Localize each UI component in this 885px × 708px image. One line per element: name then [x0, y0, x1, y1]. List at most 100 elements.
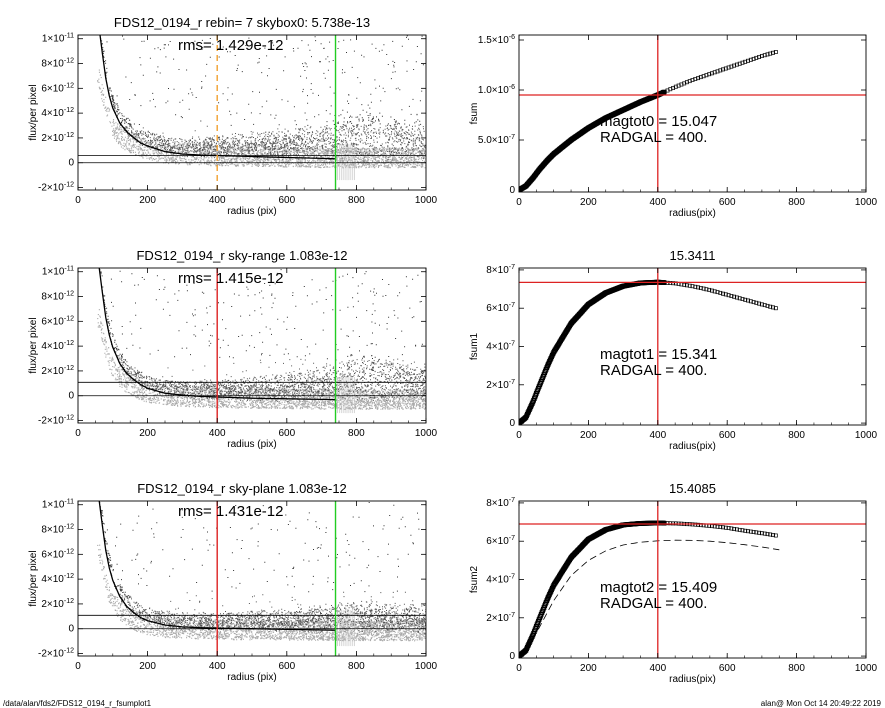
y-tick-label: 0	[68, 158, 74, 169]
growth-curve-point	[715, 69, 720, 74]
y-tick-label: 0	[68, 624, 74, 635]
x-tick-label: 0	[75, 428, 81, 439]
growth-curve-point	[690, 284, 695, 289]
growth-curve-point	[748, 299, 753, 304]
chart-right2: 0 200 400 600 800 1000 0 2×10-7 4×10-7 6×10-7 8×10…	[469, 248, 878, 452]
growth-curve-point	[771, 50, 775, 55]
growth-curve-point	[757, 530, 762, 535]
y-axis-label: flux/per pixel	[28, 84, 39, 140]
growth-curve-point	[707, 72, 712, 77]
x-tick-label: 200	[580, 430, 597, 441]
growth-curve-point	[698, 286, 703, 290]
growth-curve-point	[762, 303, 767, 308]
scatter-points-sky	[97, 69, 426, 169]
growth-curve-point	[740, 528, 745, 533]
growth-curve-point	[726, 65, 731, 70]
y-axis-label: flux/per pixel	[28, 550, 39, 606]
growth-curve-point	[715, 290, 720, 295]
x-tick-label: 600	[278, 195, 295, 206]
growth-curve-point	[723, 66, 728, 71]
x-tick-label: 1000	[415, 428, 438, 439]
y-tick-label: -2×10-12	[38, 415, 74, 427]
growth-curve-point	[662, 521, 667, 526]
y-tick-label: 8×10-12	[41, 58, 74, 70]
y-tick-label: 6×10-12	[41, 82, 74, 94]
x-axis-label: radius(pix)	[669, 441, 716, 452]
growth-curve-point	[740, 60, 745, 65]
growth-curve-point	[732, 527, 737, 531]
x-tick-label: 200	[580, 197, 597, 208]
growth-curve-point	[754, 530, 759, 535]
growth-curve-point	[673, 84, 678, 89]
footer-path: /data/alan/fds2/FDS12_0194_r_fsumplot1	[3, 699, 152, 708]
x-tick-label: 1000	[415, 661, 438, 672]
chart-title: 15.4085	[669, 481, 716, 496]
growth-curve-point	[773, 533, 778, 538]
growth-curve-point	[682, 81, 687, 86]
growth-curve-point	[671, 281, 676, 286]
x-tick-label: 1000	[415, 195, 438, 206]
growth-curve-point	[729, 526, 734, 531]
growth-curve-point	[709, 288, 714, 293]
y-tick-label: 1×10-11	[42, 266, 74, 278]
scatter-points-galaxy	[118, 358, 426, 403]
x-tick-label: 800	[788, 663, 805, 674]
growth-curve-point	[746, 529, 750, 534]
growth-curve-point	[693, 77, 698, 81]
x-tick-label: 0	[75, 195, 81, 206]
x-tick-label: 400	[649, 430, 666, 441]
growth-curve-point	[762, 531, 767, 536]
growth-curve-point	[723, 292, 728, 297]
growth-curve-point	[754, 55, 759, 60]
radgal-annotation: RADGAL = 400.	[600, 362, 707, 379]
plot-area	[78, 268, 426, 423]
y-tick-label: 1×10-11	[42, 33, 74, 45]
growth-curve-point	[732, 294, 737, 299]
chart-left3: 0 200 400 600 800 1000-2×10-1202×10-124×10-12…	[28, 481, 438, 683]
x-tick-label: 600	[719, 197, 736, 208]
x-tick-label: 400	[209, 195, 226, 206]
y-tick-label: 1.5×10-6	[478, 34, 515, 46]
x-tick-label: 600	[719, 430, 736, 441]
growth-curve-point	[743, 297, 748, 302]
y-tick-label: 8×10-7	[486, 264, 515, 276]
growth-curve-point	[679, 82, 684, 87]
growth-curve-point	[737, 296, 742, 301]
y-tick-label: 2×10-7	[486, 612, 515, 624]
x-tick-label: 200	[139, 661, 156, 672]
scatter-points-galaxy	[119, 591, 426, 634]
growth-curve-point	[737, 527, 742, 532]
growth-curve-point	[726, 526, 731, 530]
growth-curve-point	[726, 293, 731, 298]
magtot-annotation: magtot2 = 15.409	[600, 579, 717, 596]
y-tick-label: 8×10-7	[486, 497, 515, 509]
growth-curve-point	[765, 52, 770, 57]
growth-curve-point	[718, 68, 723, 73]
growth-curve-point	[748, 57, 753, 62]
y-tick-label: 4×10-7	[486, 341, 515, 353]
growth-curve-point	[712, 289, 717, 294]
growth-curve-point	[757, 301, 762, 306]
x-axis-label: radius (pix)	[227, 439, 276, 450]
scatter-points-galaxy	[121, 125, 426, 163]
growth-curve-point	[765, 303, 770, 308]
growth-curve-point	[712, 524, 717, 529]
x-tick-label: 200	[139, 195, 156, 206]
y-tick-label: 4×10-12	[41, 107, 74, 119]
y-axis-label: fsum1	[469, 332, 480, 360]
x-tick-label: 0	[75, 661, 81, 672]
growth-curve-point	[740, 297, 745, 301]
x-tick-label: 1000	[855, 663, 878, 674]
growth-curve-point	[668, 521, 673, 526]
rms-annotation: rms= 1.429e-12	[178, 37, 283, 54]
y-tick-label: 4×10-12	[41, 573, 74, 585]
growth-curve-point	[734, 295, 739, 300]
growth-curve-point	[712, 70, 717, 75]
growth-curve-point	[732, 63, 737, 68]
scatter-points-sky	[97, 309, 426, 410]
x-tick-label: 0	[516, 430, 522, 441]
radgal-annotation: RADGAL = 400.	[600, 595, 707, 612]
y-tick-label: 1.0×10-6	[478, 84, 515, 96]
growth-curve-point	[751, 300, 756, 305]
plot-area	[78, 501, 426, 656]
